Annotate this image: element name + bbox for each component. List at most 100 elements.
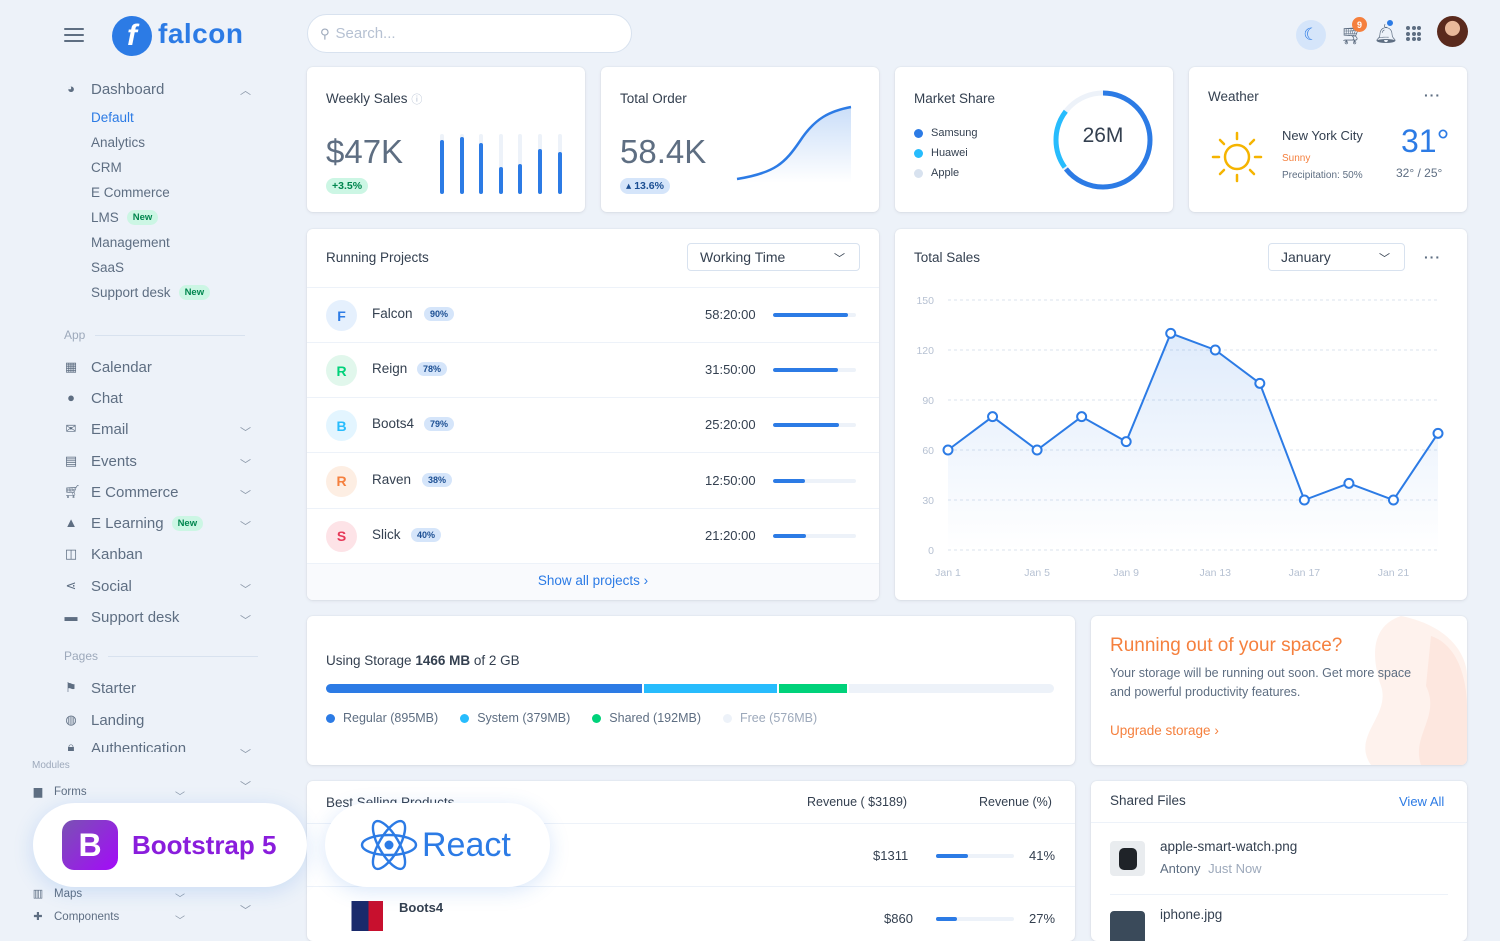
chevron-down-icon[interactable]: ﹀	[175, 792, 185, 803]
data-point	[987, 411, 999, 423]
sidebar-item-elearning[interactable]: ▲ E Learning New	[64, 512, 204, 534]
bar-track	[498, 134, 503, 194]
menu-toggle-icon[interactable]	[64, 28, 84, 42]
list-item[interactable]: iphone.jpg	[1091, 895, 1467, 941]
more-options-icon[interactable]: ···	[1424, 87, 1441, 103]
sidebar-item-email[interactable]: ✉ Email	[65, 420, 129, 438]
revenue-column-header: Revenue ( $3189)	[807, 795, 908, 809]
x-tick-label: Jan 9	[1113, 567, 1139, 579]
sidebar-item-dashboard[interactable]: ◕ Dashboard	[64, 78, 164, 100]
total-order-line-chart	[736, 105, 852, 183]
legend-item: Free (576MB)	[723, 711, 817, 725]
chevron-down-icon[interactable]: ﹀	[240, 459, 251, 471]
weather-city: New York City	[1282, 128, 1363, 143]
table-row[interactable]: Boots4 $860 27%	[307, 887, 1075, 941]
sidebar-subitem-default[interactable]: Default	[91, 110, 134, 125]
sidebar-subitem-crm[interactable]: CRM	[91, 160, 122, 175]
sidebar-subitem-ecommerce[interactable]: E Commerce	[91, 185, 170, 200]
x-tick-label: Jan 13	[1200, 567, 1232, 579]
sidebar-item-support-desk[interactable]: ▬ Support desk	[64, 608, 180, 626]
storage-legend: Regular (895MB) System (379MB) Shared (192…	[326, 711, 817, 725]
project-row[interactable]: S Slick 40% 21:20:00	[307, 509, 879, 564]
file-thumbnail	[1110, 841, 1145, 876]
total-order-value: 58.4K	[620, 133, 707, 170]
sidebar-item-chat[interactable]: ● Chat	[64, 387, 123, 409]
show-all-projects-link[interactable]: Show all projects ›	[537, 573, 649, 588]
divider	[307, 287, 879, 288]
running-projects-card: Running Projects Working Time ﹀ F Falcon …	[307, 229, 879, 600]
change-badge: ▴ 13.6%	[620, 176, 670, 194]
sidebar-item-maps[interactable]: ▥ Maps	[32, 887, 83, 901]
shared-files-card: Shared Files View All apple-smart-watch.…	[1091, 781, 1467, 941]
project-row[interactable]: R Raven 38% 12:50:00	[307, 454, 879, 509]
revenue-pct-column-header: Revenue (%)	[979, 795, 1052, 809]
revenue-progress	[936, 917, 1014, 921]
chevron-down-icon[interactable]: ﹀	[240, 521, 251, 533]
storage-segment	[848, 684, 1054, 693]
series-line	[947, 332, 1439, 502]
project-percent-badge: 78%	[417, 362, 448, 377]
project-progress	[773, 368, 856, 373]
sidebar-subitem-saas[interactable]: SaaS	[91, 260, 125, 275]
chevron-down-icon[interactable]: ﹀	[175, 894, 185, 905]
card-title: Shared Files	[1110, 793, 1186, 808]
new-badge: New	[126, 210, 159, 225]
bar-track	[557, 134, 562, 194]
working-time-select[interactable]: Working Time ﹀	[687, 243, 860, 271]
project-name[interactable]: Raven	[372, 471, 412, 487]
x-tick-label: Jan 5	[1024, 567, 1050, 579]
sidebar-item-ecommerce[interactable]: 🛒︎ E Commerce	[64, 483, 179, 501]
sidebar-subitem-analytics[interactable]: Analytics	[91, 135, 146, 150]
project-name[interactable]: Slick	[372, 526, 401, 542]
sidebar-subitem-support-desk[interactable]: Support desk New	[91, 285, 211, 300]
sidebar-item-starter[interactable]: ⚑ Starter	[65, 679, 137, 697]
bar-track	[479, 134, 484, 194]
sidebar-subitem-lms[interactable]: LMS New	[91, 210, 159, 225]
legend-item: System (379MB)	[460, 711, 570, 725]
chevron-down-icon[interactable]: ﹀	[240, 584, 251, 596]
table-row[interactable]: $1311 41%	[873, 848, 1056, 863]
sidebar-item-components[interactable]: ✚ Components	[33, 910, 120, 924]
sidebar-item-forms[interactable]: ▆ Forms	[33, 785, 87, 799]
market-share-card: Market Share Samsung Huawei Apple 26M	[895, 67, 1173, 212]
section-label-modules: Modules	[32, 760, 70, 771]
project-row[interactable]: R Reign 78% 31:50:00	[307, 343, 879, 399]
chevron-down-icon[interactable]: ﹀	[240, 905, 251, 917]
chevron-down-icon[interactable]: ﹀	[240, 427, 251, 439]
chevron-down-icon[interactable]: ﹀	[240, 749, 251, 761]
sidebar-item-social[interactable]: ⋖ Social	[65, 577, 132, 595]
upgrade-storage-link[interactable]: Upgrade storage ›	[1110, 723, 1219, 738]
bell-icon[interactable]: 🔔︎	[1374, 24, 1399, 45]
project-name[interactable]: Reign	[372, 361, 408, 377]
bootstrap-logo-icon: B	[62, 820, 118, 870]
search-input[interactable]: ⚲ Search...	[307, 14, 632, 53]
chevron-down-icon[interactable]: ﹀	[240, 615, 251, 627]
more-options-icon[interactable]: ···	[1424, 249, 1441, 265]
user-avatar[interactable]	[1437, 16, 1468, 47]
apps-grid-icon[interactable]	[1406, 26, 1421, 41]
theme-toggle-moon-icon[interactable]: ☾	[1296, 20, 1326, 50]
sidebar-item-authentication[interactable]: 🔒︎ Authentication	[64, 740, 187, 752]
view-all-link[interactable]: View All	[1399, 794, 1445, 809]
chevron-down-icon[interactable]: ﹀	[240, 490, 251, 502]
weekly-sales-value: $47K	[326, 133, 404, 170]
pie-chart-icon: ◕	[67, 81, 75, 96]
market-share-legend: Samsung Huawei Apple	[914, 123, 977, 183]
brand-logo-icon[interactable]: f	[112, 16, 152, 56]
sidebar-item-landing[interactable]: ◍ Landing	[65, 711, 145, 729]
sidebar-item-kanban[interactable]: ◫ Kanban	[64, 545, 143, 563]
brand-name[interactable]: falcon	[158, 18, 244, 49]
project-time: 31:50:00	[705, 362, 756, 378]
total-sales-line-chart: 0 30 60 90 120 150 Jan 1 Jan 5 Jan 9 Jan 13 Jan 17…	[916, 295, 1444, 579]
month-select[interactable]: January ﹀	[1268, 243, 1405, 271]
project-name[interactable]: Boots4	[372, 416, 415, 432]
chevron-down-icon[interactable]: ﹀	[240, 781, 251, 793]
chevron-up-icon[interactable]: ︿	[240, 85, 251, 97]
list-item[interactable]: apple-smart-watch.png Antony Just Now	[1091, 823, 1467, 893]
project-row[interactable]: F Falcon 90% 58:20:00	[307, 288, 879, 343]
project-row[interactable]: B Boots4 79% 25:20:00	[307, 398, 879, 454]
project-name[interactable]: Falcon	[372, 306, 413, 321]
sidebar-item-events[interactable]: ▤ Events	[64, 452, 137, 470]
sidebar-subitem-management[interactable]: Management	[91, 235, 170, 250]
sidebar-item-calendar[interactable]: ▦ Calendar	[64, 358, 152, 376]
